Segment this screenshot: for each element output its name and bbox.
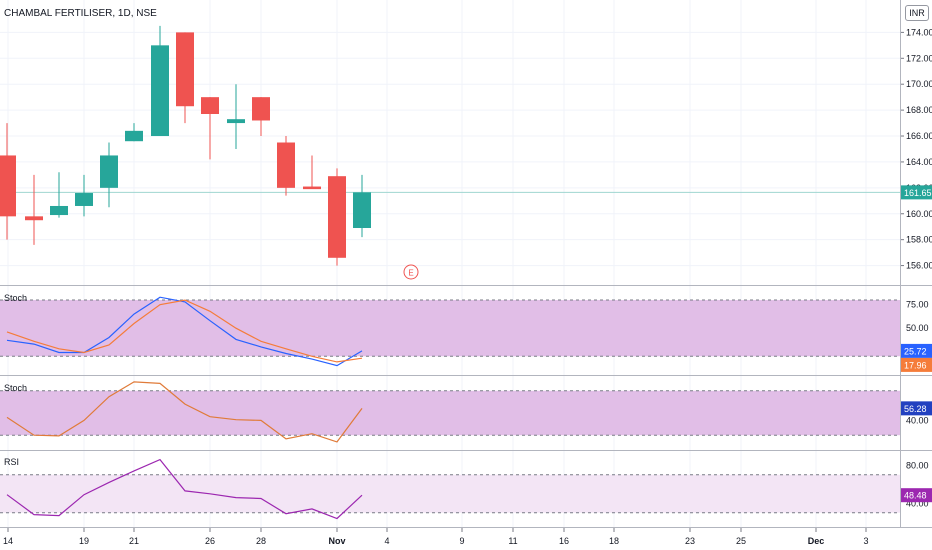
indicator-value-label: 48.48	[904, 491, 927, 501]
price-tick-label: 158.00	[906, 235, 932, 245]
time-tick-label: 26	[205, 536, 215, 546]
indicator-value-label: 17.96	[904, 360, 927, 370]
price-tick-label: 164.00	[906, 157, 932, 167]
price-tick-label: 168.00	[906, 105, 932, 115]
time-tick-label: 19	[79, 536, 89, 546]
time-tick-label: 28	[256, 536, 266, 546]
candle-body[interactable]	[0, 155, 16, 217]
time-tick-label: 11	[508, 536, 517, 546]
indicator-series-line[interactable]	[6, 458, 363, 520]
candle-body[interactable]	[303, 186, 321, 190]
candle-body[interactable]	[277, 142, 295, 188]
time-tick-label: 14	[3, 536, 13, 546]
indicator-series-line[interactable]	[6, 296, 363, 367]
stoch-pane-title: Stoch	[4, 293, 28, 303]
indicator-tick-label: 75.00	[906, 300, 929, 310]
candle-body[interactable]	[25, 216, 43, 221]
indicator-band	[0, 390, 900, 436]
candle-body[interactable]	[201, 97, 219, 114]
indicator-value-badge	[901, 343, 932, 358]
time-tick-label: 16	[559, 536, 569, 546]
time-tick-label: 18	[609, 536, 619, 546]
indicator-value-label: 56.28	[904, 404, 927, 414]
symbol-title: CHAMBAL FERTILISER, 1D, NSE	[4, 8, 157, 19]
price-tick-label: 172.00	[906, 53, 932, 63]
indicator-value-badge	[901, 488, 932, 503]
earnings-event-label: E	[408, 269, 413, 278]
candle-body[interactable]	[50, 205, 68, 216]
candle-body[interactable]	[353, 192, 371, 228]
last-price-label: 161.65	[904, 188, 932, 198]
indicator-band	[0, 474, 900, 513]
candle-body[interactable]	[328, 176, 346, 258]
indicator-band	[0, 300, 900, 357]
time-tick-label: 3	[863, 536, 868, 546]
time-tick-label: 9	[459, 536, 464, 546]
indicator-value-label: 25.72	[904, 346, 927, 356]
candle-body[interactable]	[125, 130, 143, 142]
time-tick-label: 23	[685, 536, 695, 546]
price-tick-label: 170.00	[906, 79, 932, 89]
indicator-value-badge	[901, 401, 932, 416]
candle-body[interactable]	[227, 119, 245, 124]
time-tick-label: 4	[384, 536, 389, 546]
time-tick-label: Dec	[808, 536, 825, 546]
indicator-tick-label: 40.00	[906, 498, 929, 508]
indicator-tick-label: 40.00	[906, 415, 929, 425]
candle-body[interactable]	[100, 155, 118, 188]
indicator-series-line[interactable]	[6, 299, 363, 363]
currency-badge[interactable]: INR	[905, 5, 929, 21]
rsi-pane-title: RSI	[4, 457, 20, 467]
candle-body[interactable]	[252, 97, 270, 121]
price-tick-label: 156.00	[906, 261, 932, 271]
indicator-value-badge	[901, 357, 932, 372]
indicator-tick-label: 80.00	[906, 460, 929, 470]
indicator-series-line[interactable]	[6, 381, 363, 443]
price-tick-label: 174.00	[906, 27, 932, 37]
time-tick-label: 21	[129, 536, 139, 546]
candle-body[interactable]	[151, 45, 169, 137]
candle-body[interactable]	[75, 193, 93, 206]
stoch2-pane-title: Stoch	[4, 383, 28, 393]
price-tick-label: 160.00	[906, 209, 932, 219]
last-price-badge	[901, 185, 932, 200]
price-tick-label: 166.00	[906, 131, 932, 141]
time-tick-label: Nov	[328, 536, 345, 546]
candle-body[interactable]	[176, 32, 194, 107]
indicator-tick-label: 50.00	[906, 323, 929, 333]
earnings-event-marker[interactable]	[403, 264, 419, 280]
time-tick-label: 25	[736, 536, 746, 546]
